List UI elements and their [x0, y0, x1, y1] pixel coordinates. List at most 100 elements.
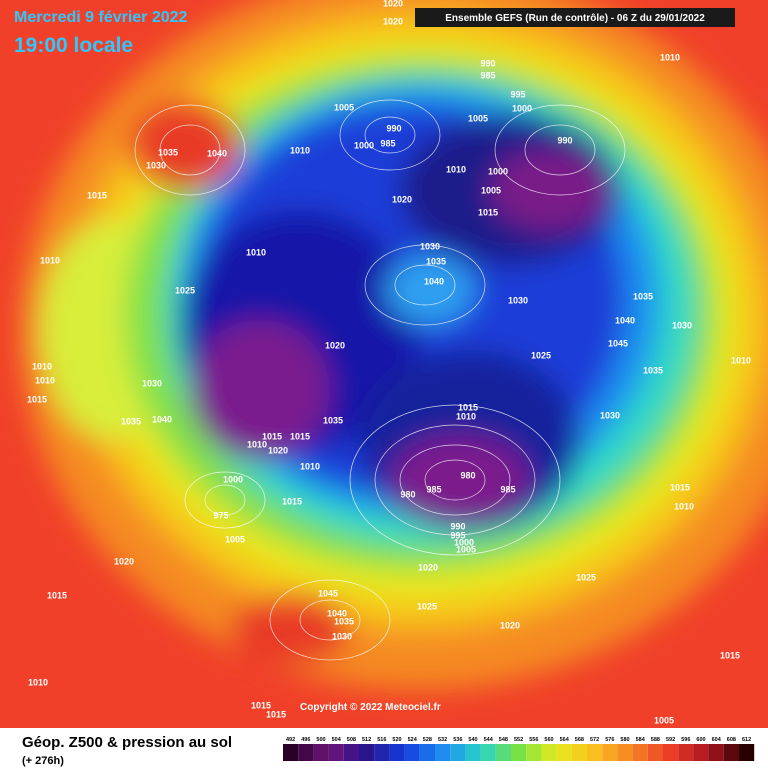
- pressure-label: 980: [400, 489, 415, 499]
- pressure-label: 1010: [300, 461, 320, 471]
- pressure-label: 1040: [615, 315, 635, 325]
- scale-label: 516: [377, 737, 386, 743]
- pressure-label: 1030: [672, 320, 692, 330]
- scale-cell: [328, 744, 344, 761]
- pressure-label: 985: [380, 138, 395, 148]
- pressure-label: 1010: [32, 361, 52, 371]
- pressure-label: 985: [426, 484, 441, 494]
- pressure-label: 990: [386, 123, 401, 133]
- pressure-label: 1035: [158, 147, 178, 157]
- scale-cell: [283, 744, 299, 761]
- pressure-label: 1020: [114, 556, 134, 566]
- copyright: Copyright © 2022 Meteociel.fr: [300, 702, 441, 713]
- pressure-label: 990: [450, 521, 465, 531]
- pressure-label: 1025: [531, 350, 551, 360]
- scale-cell: [693, 744, 709, 761]
- pressure-label: 1035: [426, 256, 446, 266]
- pressure-label: 1000: [512, 103, 532, 113]
- title-date: Mercredi 9 février 2022: [14, 9, 188, 26]
- pressure-label: 985: [500, 484, 515, 494]
- lead-time: (+ 276h): [22, 755, 64, 767]
- pressure-label: 1015: [47, 590, 67, 600]
- scale-label: 556: [529, 737, 538, 743]
- pressure-label: 1030: [420, 241, 440, 251]
- scale-cell: [708, 744, 724, 761]
- scale-label: 560: [544, 737, 553, 743]
- scale-label: 552: [514, 737, 523, 743]
- pressure-label: 985: [480, 70, 495, 80]
- scale-cell: [663, 744, 679, 761]
- pressure-label: 1010: [247, 439, 267, 449]
- scale-label: 520: [392, 737, 401, 743]
- scale-label: 604: [712, 737, 722, 743]
- pressure-label: 1035: [121, 416, 141, 426]
- pressure-label: 1000: [488, 166, 508, 176]
- pressure-label: 990: [557, 135, 572, 145]
- pressure-label: 1040: [152, 414, 172, 424]
- pressure-label: 1005: [334, 102, 354, 112]
- pressure-label: 1035: [323, 415, 343, 425]
- pressure-label: 1005: [225, 534, 245, 544]
- scale-cell: [541, 744, 557, 761]
- pressure-label: 1045: [318, 588, 338, 598]
- scale-cell: [419, 744, 435, 761]
- scale-label: 548: [499, 737, 508, 743]
- pressure-label: 1005: [481, 185, 501, 195]
- scale-label: 608: [727, 737, 736, 743]
- scale-label: 540: [468, 737, 477, 743]
- pressure-label: 1010: [446, 164, 466, 174]
- pressure-label: 1015: [458, 402, 478, 412]
- pressure-label: 1015: [266, 709, 286, 719]
- pressure-label: 975: [213, 510, 228, 520]
- scale-cell: [404, 744, 420, 761]
- pressure-label: 1020: [325, 340, 345, 350]
- pressure-label: 1010: [290, 145, 310, 155]
- pressure-label: 1010: [456, 411, 476, 421]
- pressure-label: 1015: [290, 431, 310, 441]
- pressure-label: 1005: [456, 544, 476, 554]
- scale-label: 588: [651, 737, 660, 743]
- color-scale: 492 496 500 504 508 512 516 520 524 528 532 536 540 5…: [283, 737, 755, 761]
- pressure-label: 1010: [731, 355, 751, 365]
- pressure-label: 1010: [40, 255, 60, 265]
- pressure-label: 1025: [417, 601, 437, 611]
- isobars: [134, 99, 626, 661]
- legend-title: Géop. Z500 & pression au sol: [22, 734, 232, 751]
- pressure-label: 1030: [508, 295, 528, 305]
- pressure-label: 1000: [223, 474, 243, 484]
- pressure-label: 1020: [383, 16, 403, 26]
- scale-cell: [480, 744, 496, 761]
- scale-label: 524: [408, 737, 418, 743]
- scale-cell: [587, 744, 603, 761]
- scale-label: 544: [484, 737, 494, 743]
- scale-cell: [389, 744, 405, 761]
- scale-cell: [298, 744, 314, 761]
- scale-label: 584: [636, 737, 646, 743]
- scale-cell: [617, 744, 633, 761]
- scale-label: 496: [301, 737, 310, 743]
- pressure-label: 1020: [500, 620, 520, 630]
- scale-cell: [632, 744, 648, 761]
- pressure-label: 1015: [87, 190, 107, 200]
- scale-label: 532: [438, 737, 447, 743]
- pressure-label: 1000: [454, 537, 474, 547]
- pressure-label: 1000: [354, 140, 374, 150]
- pressure-label: 1005: [654, 715, 674, 725]
- pressure-label: 1015: [27, 394, 47, 404]
- scale-label: 576: [605, 737, 614, 743]
- pressure-label: 1015: [670, 482, 690, 492]
- pressure-label: 1025: [175, 285, 195, 295]
- scale-cell: [723, 744, 739, 761]
- pressure-label: 1045: [608, 338, 628, 348]
- scale-label: 492: [286, 737, 295, 743]
- pressure-label: 1040: [424, 276, 444, 286]
- scale-label: 600: [696, 737, 705, 743]
- pressure-label: 995: [510, 89, 525, 99]
- scale-label: 572: [590, 737, 599, 743]
- scale-label: 536: [453, 737, 462, 743]
- pressure-label: 1005: [468, 113, 488, 123]
- scale-cell: [450, 744, 466, 761]
- pressure-labels: 1020102099098510109951005100510009909851…: [27, 0, 751, 725]
